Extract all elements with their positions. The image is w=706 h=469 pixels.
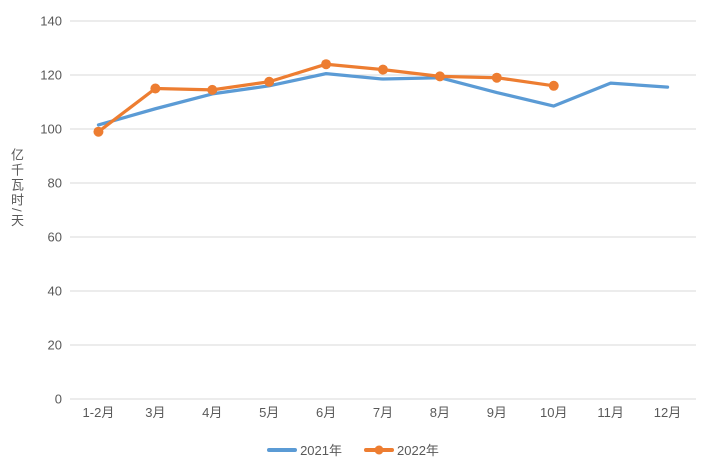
data-point-2022年	[150, 83, 161, 94]
data-point-2022年	[93, 126, 104, 137]
legend-label: 2022年	[397, 443, 439, 458]
y-axis-title: 亿千瓦时/天	[9, 148, 24, 229]
data-point-2022年	[378, 64, 388, 75]
legend: 2021年 2022年	[0, 440, 706, 459]
line-with-marker-swatch-icon	[364, 445, 394, 454]
x-tick-label: 6月	[316, 405, 336, 420]
x-tick-label: 5月	[259, 405, 279, 420]
plot-area: 0 20 40 60 80 100 120 140 1-2月 3月 4月 5月 6月 7月 8月 9月 10月 1…	[40, 14, 696, 420]
legend-item-2022年: 2022年	[364, 440, 439, 459]
series-line-2021年	[96, 72, 670, 127]
x-tick-label: 10月	[540, 405, 567, 420]
x-tick-label: 3月	[145, 405, 165, 420]
x-tick-label: 9月	[487, 405, 507, 420]
x-tick-label: 7月	[373, 405, 393, 420]
y-tick-label: 0	[55, 392, 62, 407]
y-tick-label: 100	[40, 122, 62, 137]
y-tick-label: 60	[48, 230, 62, 245]
data-point-2022年	[548, 80, 559, 91]
line-swatch-icon	[267, 447, 298, 452]
data-point-2022年	[264, 76, 275, 87]
y-tick-label: 20	[48, 338, 62, 353]
data-point-2022年	[321, 59, 332, 70]
marker-dot-icon	[374, 445, 384, 454]
legend-label: 2021年	[300, 443, 342, 458]
y-tick-label: 40	[48, 284, 62, 299]
x-tick-label: 11月	[597, 405, 624, 420]
y-tick-label: 120	[40, 68, 62, 83]
data-point-2022年	[491, 72, 502, 83]
x-tick-label: 12月	[654, 405, 681, 420]
y-tick-label: 140	[40, 14, 62, 29]
y-tick-label: 80	[48, 176, 62, 191]
legend-item-2021年: 2021年	[267, 440, 342, 459]
x-tick-label: 4月	[202, 405, 222, 420]
data-point-2022年	[434, 71, 445, 82]
x-tick-label: 8月	[430, 405, 450, 420]
x-tick-label: 1-2月	[83, 405, 115, 420]
data-point-2022年	[207, 84, 218, 95]
